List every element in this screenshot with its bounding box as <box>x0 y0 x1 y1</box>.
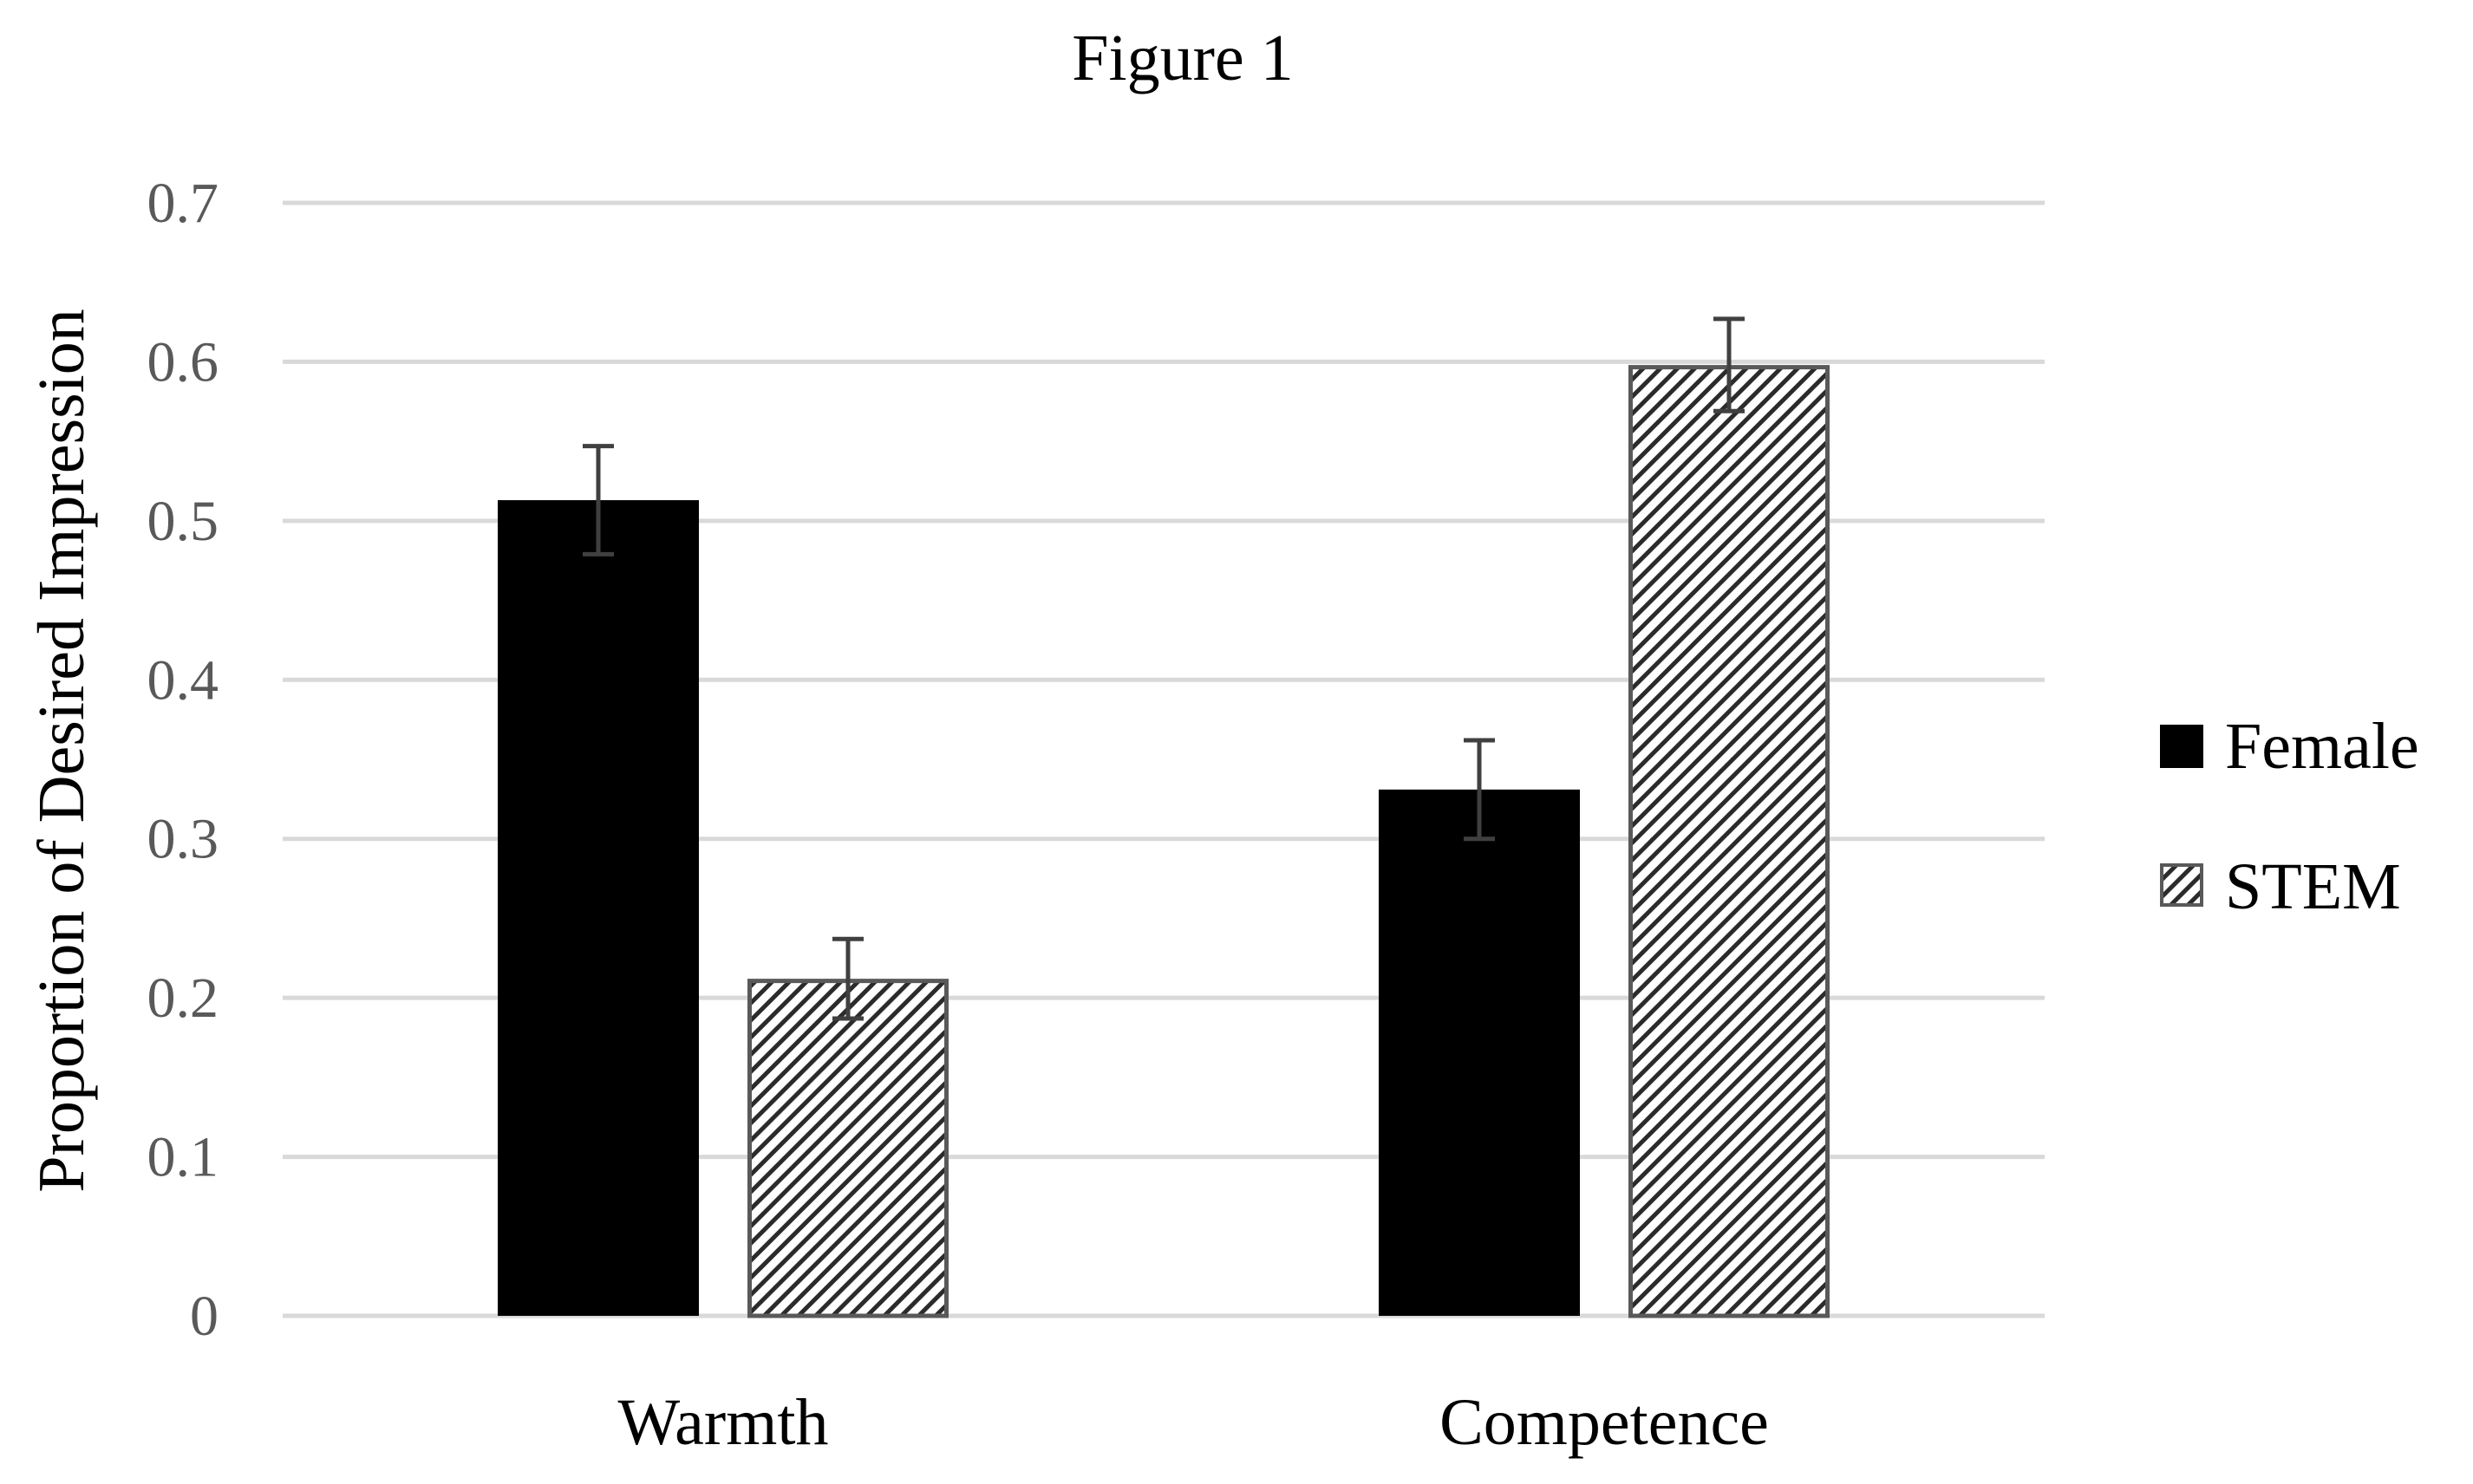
bar-female <box>498 500 699 1316</box>
legend: Female STEM <box>2160 710 2419 923</box>
bar-stem <box>747 979 949 1318</box>
x-axis-categories: Warmth Competence <box>618 1386 1769 1459</box>
x-category-label: Competence <box>1439 1386 1769 1459</box>
y-axis-ticks: 0 0.1 0.2 0.3 0.4 0.5 0.6 0.7 <box>147 172 219 1348</box>
chart-title: Figure 1 <box>1072 22 1293 94</box>
bar-female <box>1379 789 1580 1316</box>
y-tick-label: 0.7 <box>147 172 219 235</box>
legend-label-female: Female <box>2225 710 2419 783</box>
y-axis-label: Proportion of Desired Impression <box>25 309 98 1193</box>
y-tick-label: 0.3 <box>147 808 219 871</box>
x-category-label: Warmth <box>618 1386 829 1459</box>
y-tick-label: 0.4 <box>147 648 219 712</box>
y-tick-label: 0.1 <box>147 1126 219 1189</box>
y-tick-label: 0.5 <box>147 490 219 553</box>
bar-stem <box>1628 365 1830 1318</box>
y-tick-label: 0.6 <box>147 330 219 394</box>
bars <box>498 365 1830 1318</box>
legend-label-stem: STEM <box>2225 850 2401 923</box>
legend-swatch-stem <box>2160 863 2203 907</box>
y-tick-label: 0 <box>190 1285 219 1348</box>
error-bars <box>583 316 1745 1021</box>
legend-swatch-female <box>2160 725 2203 768</box>
y-tick-label: 0.2 <box>147 967 219 1030</box>
